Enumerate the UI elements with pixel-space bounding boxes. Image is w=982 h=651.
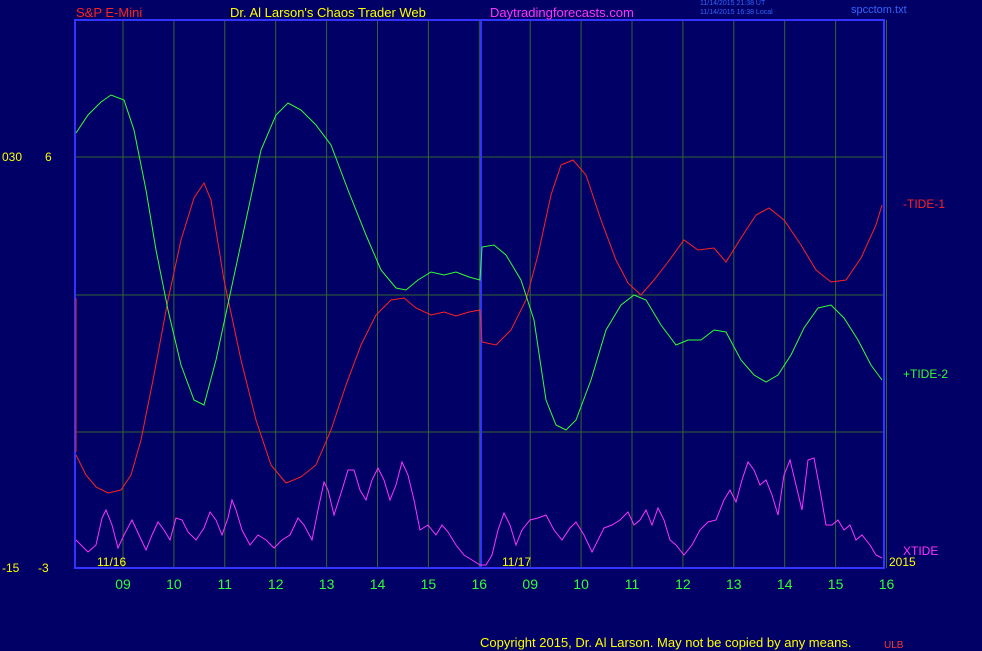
x-tick-label-12: 13 [726,576,742,592]
x-tick-label-13: 14 [777,576,793,592]
copyright-notice: Copyright 2015, Dr. Al Larson. May not b… [480,635,852,650]
day-label-0: 11/16 [97,555,126,569]
corner-mark: ULB [884,640,904,651]
site-link[interactable]: Daytradingforecasts.com [490,5,634,20]
timestamp-local: 11/14/2015 16:38 Local [700,9,773,16]
series-line--tide-1 [75,159,883,494]
series-line--tide-2 [75,94,883,431]
x-tick-label-7: 16 [472,576,488,592]
x-tick-label-6: 15 [421,576,437,592]
series-line-xtide [75,457,883,566]
x-tick-label-3: 12 [268,576,284,592]
series-label-1: +TIDE-2 [903,367,948,381]
year-label: 2015 [889,555,916,569]
series-label-0: -TIDE-1 [903,197,945,211]
author-title: Dr. Al Larson's Chaos Trader Web [230,5,426,20]
y-label-bottom-outer: -15 [2,561,20,575]
day-label-1: 11/17 [502,555,531,569]
symbol-title: S&P E-Mini [76,5,143,20]
x-tick-label-11: 12 [675,576,691,592]
series-label-2: XTIDE [903,544,938,558]
x-tick-label-1: 10 [166,576,182,592]
y-label-top-inner: 6 [45,150,52,164]
y-label-bottom-inner: -3 [38,561,49,575]
timestamp-ut: 11/14/2015 21:38 UT [700,0,766,7]
x-tick-label-5: 14 [370,576,386,592]
x-tick-label-10: 11 [625,576,640,592]
x-tick-label-4: 13 [319,576,335,592]
x-tick-label-9: 10 [573,576,589,592]
y-label-top-outer: 030 [2,150,22,164]
plot-frame [74,19,885,569]
x-tick-label-15: 16 [879,576,895,592]
x-tick-label-8: 09 [522,576,538,592]
file-name: spcctom.txt [851,4,907,16]
x-tick-label-0: 09 [115,576,131,592]
x-tick-label-2: 11 [218,576,233,592]
x-tick-label-14: 15 [828,576,844,592]
